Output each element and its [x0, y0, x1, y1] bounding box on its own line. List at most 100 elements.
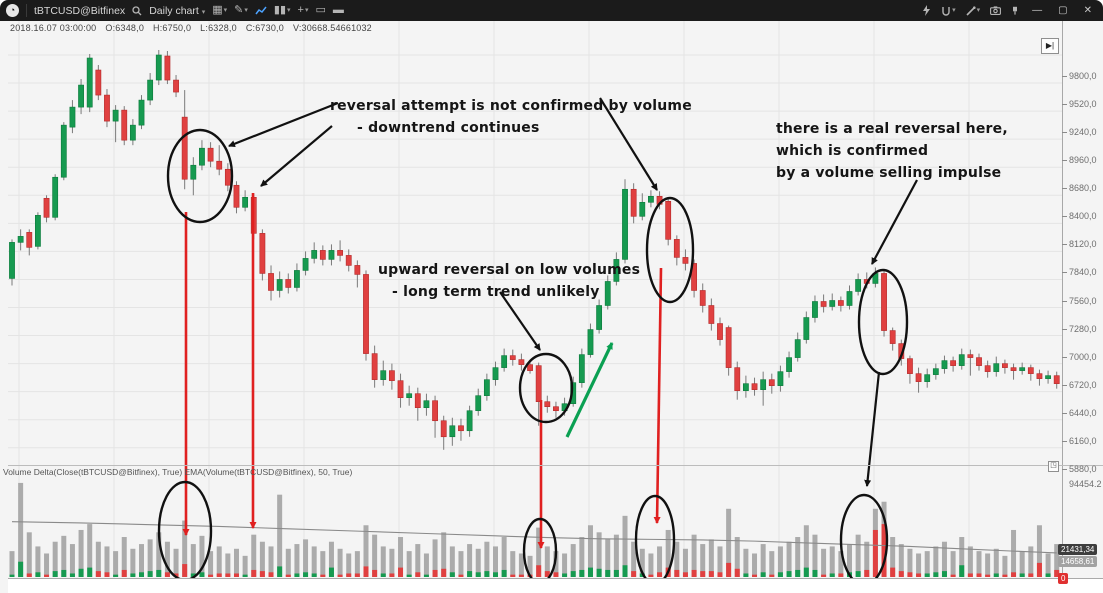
volume-delta-bar — [458, 574, 464, 577]
volume-bar — [251, 534, 257, 577]
cursor-mode-icon[interactable] — [922, 5, 931, 16]
chart-style-button[interactable]: ▮▮ ▾ — [273, 4, 291, 16]
candle-body — [1027, 367, 1034, 374]
brush-tool-button[interactable]: ▾ — [966, 5, 980, 16]
volume-bar — [52, 541, 58, 577]
candle-body — [1036, 373, 1043, 379]
volume-delta-bar — [121, 569, 127, 577]
jump-to-latest-button[interactable]: ▶| — [1041, 38, 1059, 54]
volume-bar — [829, 546, 835, 577]
screenshot-camera-icon[interactable] — [990, 6, 1002, 15]
time-axis[interactable] — [8, 578, 1103, 593]
symbol-label[interactable]: tBTCUSD@Bitfinex — [34, 4, 126, 17]
volume-delta-bar — [104, 572, 110, 577]
volume-bar — [225, 553, 231, 577]
close-button[interactable]: ✕ — [1083, 5, 1092, 16]
volume-bar — [639, 548, 645, 577]
timeframe-select[interactable]: Daily chart ▾ — [149, 4, 206, 17]
ema-volume-line — [11, 521, 1057, 554]
volume-delta-bar — [346, 573, 352, 577]
volume-delta-bar — [605, 569, 611, 577]
volume-bar — [941, 541, 947, 577]
candle-body — [553, 406, 559, 412]
price-tick-dash — [1062, 104, 1067, 106]
annotation-arrow — [228, 101, 339, 148]
volume-delta-bar — [631, 571, 637, 577]
candle-body — [855, 279, 862, 292]
price-tick-label: 6440,0 — [1069, 407, 1097, 418]
volume-delta-bar — [1002, 574, 1008, 577]
candle-body — [596, 305, 603, 330]
candle-body — [1002, 363, 1008, 368]
volume-bar — [1028, 546, 1034, 577]
volume-delta-bar — [354, 573, 360, 577]
volume-delta-bar — [441, 568, 447, 577]
volume-bar — [26, 532, 32, 577]
volume-delta-bar — [1036, 562, 1042, 577]
magnet-tool-button[interactable]: ▾ — [941, 5, 956, 16]
volume-bar — [657, 546, 663, 577]
volume-delta-bar — [380, 573, 386, 577]
candle-body — [9, 242, 15, 279]
volume-delta-bar — [415, 572, 421, 577]
candle-body — [915, 373, 922, 382]
volume-delta-bar — [562, 573, 568, 577]
candle-body — [889, 330, 896, 344]
volume-delta-bar — [967, 573, 973, 577]
volume-bar — [605, 539, 611, 577]
volume-bar — [933, 546, 939, 577]
add-indicator-button[interactable]: + ▾ — [297, 4, 309, 16]
volume-delta-bar — [406, 574, 412, 577]
app-logo-icon[interactable]: ◔ — [6, 4, 19, 17]
maximize-button[interactable]: ▢ — [1058, 5, 1068, 16]
volume-bar — [190, 544, 196, 577]
price-tick-dash — [1062, 300, 1067, 302]
search-icon[interactable] — [132, 5, 142, 16]
minimize-button[interactable]: — — [1032, 5, 1043, 16]
panel-button[interactable]: ▭ — [315, 4, 326, 16]
line-chart-button[interactable] — [255, 6, 267, 16]
volume-delta-bar — [760, 572, 766, 577]
candlestick-volume-plot — [8, 21, 1062, 587]
price-tick-label: 9520,0 — [1069, 99, 1097, 110]
chevron-down-icon: ▾ — [201, 8, 206, 16]
candle-body — [371, 353, 378, 380]
panel-filled-button[interactable]: ▬ — [332, 4, 344, 16]
pin-icon[interactable] — [1011, 6, 1019, 15]
volume-delta-bar — [570, 571, 576, 577]
pane-separator[interactable] — [8, 465, 1103, 466]
candle-body — [406, 393, 413, 398]
volume-bar — [208, 551, 214, 577]
volume-bar — [432, 539, 438, 577]
chart-canvas[interactable]: 2018.16.07 03:00:00 O:6348,0 H:6750,0 L:… — [0, 21, 1103, 593]
volume-delta-bar — [389, 573, 395, 577]
price-tick-dash — [1062, 440, 1067, 442]
candle-body — [26, 232, 33, 248]
draw-tool-button[interactable]: ✎ ▾ — [234, 4, 248, 16]
indicator-legend-label[interactable]: Volume Delta(Close(tBTCUSD@Bitfinex), Tr… — [3, 467, 353, 477]
price-tick-label: 7000,0 — [1069, 351, 1097, 362]
green-trend-arrow — [565, 342, 614, 438]
volume-bar — [441, 532, 447, 577]
chevron-down-icon: ▾ — [223, 7, 228, 14]
candle-body — [725, 327, 732, 368]
price-axis[interactable] — [1062, 21, 1103, 593]
layout-button[interactable]: ▦ ▾ — [212, 4, 228, 16]
volume-delta-bar — [881, 524, 887, 577]
volume-bar — [415, 544, 421, 577]
volume-delta-bar — [190, 573, 196, 577]
volume-delta-bar — [682, 572, 688, 577]
candle-body — [734, 367, 741, 391]
title-bar: ◔ tBTCUSD@Bitfinex Daily chart ▾ ▦ ▾ ✎ ▾ ▮… — [0, 0, 1103, 21]
price-tick-dash — [1062, 188, 1067, 190]
candle-body — [147, 79, 154, 101]
volume-delta-bar — [613, 569, 619, 577]
candle-body — [794, 339, 801, 358]
volume-delta-bar — [285, 574, 291, 577]
annotation-arrow — [260, 125, 333, 187]
volume-delta-bar — [518, 574, 524, 577]
pane-expand-icon[interactable]: ◳ — [1048, 461, 1059, 472]
volume-delta-bar — [277, 566, 283, 577]
candle-body — [285, 279, 292, 288]
